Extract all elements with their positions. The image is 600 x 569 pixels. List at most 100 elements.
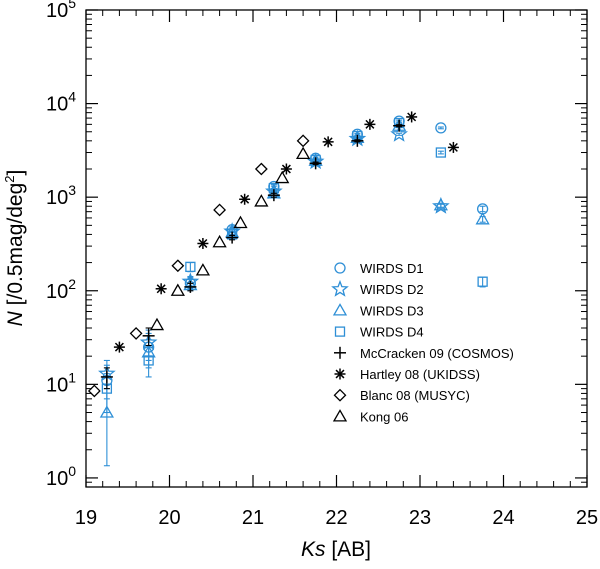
data-point bbox=[267, 189, 280, 202]
data-point bbox=[433, 197, 448, 211]
marker-shape bbox=[435, 147, 447, 158]
data-point bbox=[195, 263, 211, 276]
legend-marker bbox=[333, 388, 347, 402]
legend-label: Kong 06 bbox=[360, 409, 408, 424]
data-point bbox=[435, 147, 447, 158]
marker-shape bbox=[254, 162, 268, 176]
marker-shape bbox=[171, 259, 185, 273]
data-point bbox=[393, 119, 406, 132]
series-wirds-d3 bbox=[99, 118, 490, 467]
marker-shape bbox=[99, 405, 114, 418]
y-tick-exp: 0 bbox=[68, 463, 76, 479]
legend-marker bbox=[334, 368, 346, 380]
y-tick-label: 101 bbox=[46, 369, 76, 396]
y-tick-exp: 2 bbox=[68, 276, 76, 292]
y-tick-exp: 3 bbox=[68, 182, 76, 198]
legend-label: Blanc 08 (MUSYC) bbox=[360, 388, 470, 403]
data-point bbox=[351, 134, 364, 147]
data-point bbox=[364, 118, 376, 130]
x-axis-title: Ks [AB] bbox=[301, 538, 371, 561]
y-axis-title: N [/0.5mag/deg2] bbox=[2, 170, 27, 327]
legend-marker bbox=[334, 346, 346, 359]
data-point bbox=[254, 194, 269, 207]
marker-shape bbox=[254, 194, 269, 207]
y-tick-base: 10 bbox=[46, 468, 68, 490]
marker-shape bbox=[331, 279, 349, 297]
data-point bbox=[155, 283, 167, 295]
y-axis-title-rest: [/0.5mag/deg bbox=[4, 183, 27, 311]
legend-marker bbox=[334, 262, 346, 274]
data-point bbox=[113, 341, 125, 353]
data-point bbox=[296, 134, 310, 148]
marker-shape bbox=[212, 234, 227, 248]
marker-shape bbox=[149, 317, 165, 331]
marker-shape bbox=[475, 212, 490, 225]
y-tick-base: 10 bbox=[46, 374, 68, 396]
marker-shape bbox=[198, 238, 208, 248]
marker-shape bbox=[143, 355, 154, 366]
marker-shape bbox=[296, 134, 310, 148]
data-point bbox=[87, 384, 101, 398]
y-tick-label: 103 bbox=[46, 182, 76, 209]
plot-frame bbox=[85, 9, 588, 488]
data-point bbox=[309, 157, 322, 170]
marker-shape bbox=[114, 342, 124, 352]
marker-shape bbox=[433, 197, 448, 211]
data-point bbox=[170, 283, 185, 296]
legend-label: WIRDS D1 bbox=[360, 261, 424, 276]
legend-label: McCracken 09 (COSMOS) bbox=[360, 346, 514, 361]
data-point bbox=[171, 259, 185, 273]
data-point bbox=[254, 162, 268, 176]
data-point bbox=[226, 231, 239, 244]
data-point bbox=[99, 405, 114, 418]
marker-shape bbox=[170, 283, 185, 296]
marker-shape bbox=[185, 261, 196, 273]
series-kong-06 bbox=[149, 146, 311, 331]
legend-marker bbox=[332, 303, 348, 316]
marker-shape bbox=[240, 194, 250, 204]
legend-label: WIRDS D2 bbox=[360, 282, 424, 297]
data-point bbox=[197, 237, 209, 249]
legend: WIRDS D1 WIRDS D2 WIRDS D3 WIRDS D4 McCracke… bbox=[331, 261, 514, 424]
y-tick-base: 10 bbox=[46, 281, 68, 303]
y-tick-label: 100 bbox=[46, 463, 76, 490]
data-point bbox=[295, 146, 311, 160]
y-axis-title-sup: 2 bbox=[2, 176, 17, 183]
series-mccracken-09-cosmos bbox=[100, 119, 406, 390]
x-tick-label: 22 bbox=[325, 507, 347, 529]
data-point bbox=[477, 276, 488, 287]
marker-shape bbox=[390, 124, 408, 142]
data-point bbox=[233, 215, 248, 229]
data-point bbox=[185, 261, 196, 273]
y-tick-exp: 4 bbox=[68, 89, 76, 105]
series-hartley-08-ukidss bbox=[113, 111, 459, 353]
marker-shape bbox=[365, 119, 375, 129]
marker-shape bbox=[213, 203, 227, 217]
x-tick-label: 20 bbox=[158, 507, 180, 529]
y-tick-exp: 5 bbox=[68, 0, 76, 11]
data-point bbox=[239, 193, 251, 205]
data-point bbox=[149, 317, 165, 331]
x-tick-label: 21 bbox=[242, 507, 264, 529]
legend-marker bbox=[334, 326, 346, 337]
data-point bbox=[475, 212, 490, 225]
y-tick-label: 105 bbox=[46, 0, 76, 22]
data-point bbox=[447, 141, 459, 153]
data-point bbox=[435, 122, 447, 134]
data-point bbox=[129, 327, 143, 340]
marker-shape bbox=[156, 284, 166, 294]
data-point bbox=[390, 124, 408, 142]
y-tick-base: 10 bbox=[46, 0, 68, 22]
data-point bbox=[406, 111, 418, 123]
marker-shape bbox=[295, 146, 311, 160]
marker-shape bbox=[334, 262, 346, 274]
marker-shape bbox=[334, 326, 346, 337]
data-point bbox=[212, 234, 227, 248]
data-point bbox=[143, 355, 154, 366]
data-point bbox=[275, 170, 290, 184]
marker-shape bbox=[332, 409, 348, 422]
marker-shape bbox=[435, 122, 447, 134]
data-point bbox=[100, 370, 113, 383]
y-tick-label: 102 bbox=[46, 276, 76, 303]
